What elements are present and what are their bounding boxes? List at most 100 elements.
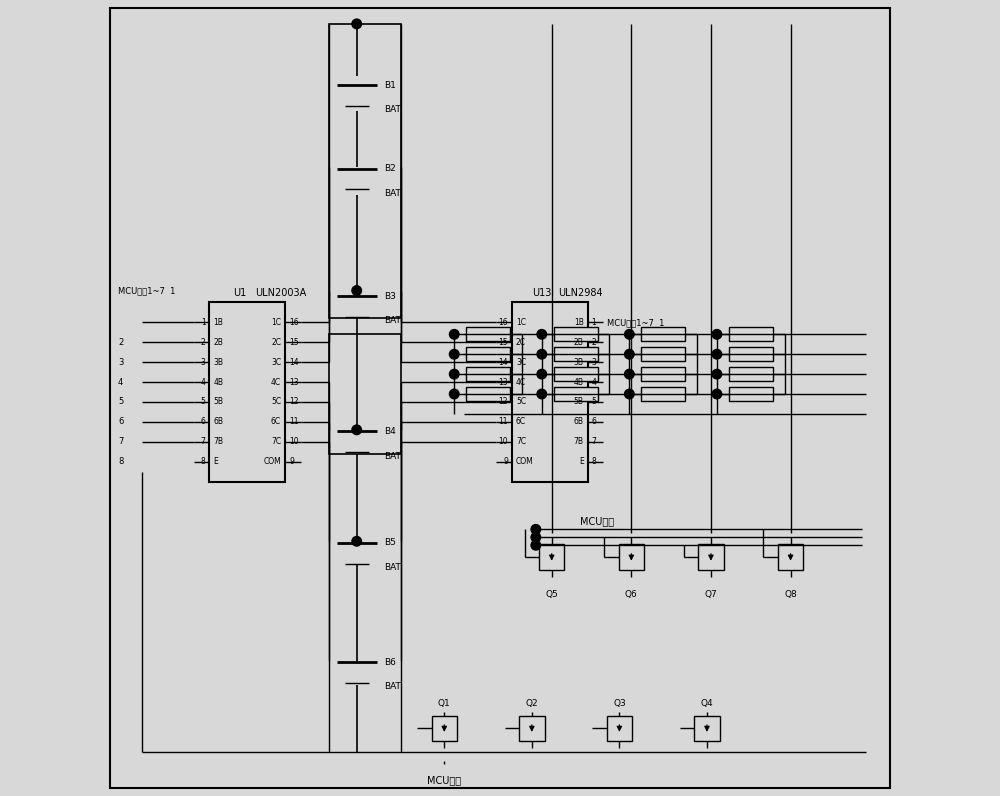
Text: B6: B6 xyxy=(385,657,396,667)
Text: 5: 5 xyxy=(118,397,123,407)
Circle shape xyxy=(531,533,541,542)
Text: Q2: Q2 xyxy=(526,699,538,708)
Text: 2: 2 xyxy=(592,338,596,347)
Text: 7B: 7B xyxy=(213,437,223,447)
Text: 4: 4 xyxy=(592,377,596,387)
Bar xyxy=(432,716,457,741)
Bar xyxy=(554,367,598,381)
Text: 13: 13 xyxy=(498,377,508,387)
Text: BAT: BAT xyxy=(385,105,401,115)
Text: Q8: Q8 xyxy=(784,590,797,599)
Text: 15: 15 xyxy=(498,338,508,347)
Text: 3: 3 xyxy=(592,357,596,367)
Circle shape xyxy=(352,425,361,435)
Text: COM: COM xyxy=(263,457,281,466)
Text: 12: 12 xyxy=(289,397,299,407)
Text: 1: 1 xyxy=(592,318,596,327)
Text: 5C: 5C xyxy=(516,397,526,407)
Text: 6: 6 xyxy=(201,417,205,427)
Text: 2B: 2B xyxy=(213,338,223,347)
Text: 14: 14 xyxy=(289,357,299,367)
Bar xyxy=(698,544,724,570)
Circle shape xyxy=(531,525,541,534)
Text: MCU控制1~7  1: MCU控制1~7 1 xyxy=(607,318,665,327)
Bar xyxy=(466,367,510,381)
Text: Q7: Q7 xyxy=(705,590,717,599)
Text: 1C: 1C xyxy=(516,318,526,327)
Text: 5: 5 xyxy=(592,397,596,407)
Bar xyxy=(466,347,510,361)
Bar xyxy=(209,302,285,482)
Circle shape xyxy=(449,330,459,339)
Text: 1: 1 xyxy=(201,318,205,327)
Text: 7: 7 xyxy=(201,437,205,447)
Text: B5: B5 xyxy=(385,538,396,548)
Text: B2: B2 xyxy=(385,164,396,174)
Text: 8: 8 xyxy=(201,457,205,466)
Bar xyxy=(554,347,598,361)
Text: 14: 14 xyxy=(498,357,508,367)
Text: 12: 12 xyxy=(498,397,508,407)
Text: U1: U1 xyxy=(233,288,246,298)
Text: MCU控制: MCU控制 xyxy=(427,775,461,785)
Text: Q5: Q5 xyxy=(545,590,558,599)
Text: 9: 9 xyxy=(503,457,508,466)
Text: 4: 4 xyxy=(201,377,205,387)
Text: 3B: 3B xyxy=(574,357,584,367)
Text: 4C: 4C xyxy=(271,377,281,387)
Bar xyxy=(729,367,773,381)
Text: 16: 16 xyxy=(498,318,508,327)
Circle shape xyxy=(352,19,361,29)
Bar xyxy=(729,327,773,341)
Text: 3C: 3C xyxy=(516,357,526,367)
Text: 3: 3 xyxy=(201,357,205,367)
Text: 8: 8 xyxy=(118,457,123,466)
Text: BAT: BAT xyxy=(385,316,401,326)
Text: COM: COM xyxy=(516,457,534,466)
Text: Q4: Q4 xyxy=(701,699,713,708)
Circle shape xyxy=(537,389,547,399)
Bar xyxy=(729,347,773,361)
Text: 7: 7 xyxy=(118,437,123,447)
Text: 6: 6 xyxy=(592,417,596,427)
Text: 5B: 5B xyxy=(574,397,584,407)
Text: 8: 8 xyxy=(592,457,596,466)
Text: 7B: 7B xyxy=(574,437,584,447)
Text: 9: 9 xyxy=(289,457,294,466)
Circle shape xyxy=(625,389,634,399)
Bar xyxy=(539,544,564,570)
Text: 4B: 4B xyxy=(574,377,584,387)
Bar xyxy=(512,302,588,482)
Circle shape xyxy=(712,389,722,399)
Bar xyxy=(329,334,400,454)
Bar xyxy=(607,716,632,741)
Text: 15: 15 xyxy=(289,338,299,347)
Text: 4C: 4C xyxy=(516,377,526,387)
Text: BAT: BAT xyxy=(385,451,401,461)
Text: 3C: 3C xyxy=(271,357,281,367)
Text: 2: 2 xyxy=(201,338,205,347)
Text: 6C: 6C xyxy=(516,417,526,427)
Circle shape xyxy=(449,369,459,379)
Text: 4: 4 xyxy=(118,377,123,387)
Text: 5B: 5B xyxy=(213,397,223,407)
Text: 1C: 1C xyxy=(271,318,281,327)
Bar xyxy=(729,387,773,401)
Circle shape xyxy=(712,349,722,359)
Text: 5: 5 xyxy=(201,397,205,407)
Text: ULN2003A: ULN2003A xyxy=(255,288,306,298)
Text: 6B: 6B xyxy=(213,417,223,427)
Text: 3B: 3B xyxy=(213,357,223,367)
Circle shape xyxy=(537,330,547,339)
Circle shape xyxy=(352,537,361,546)
Text: 5C: 5C xyxy=(271,397,281,407)
Text: 3: 3 xyxy=(118,357,123,367)
Text: Q3: Q3 xyxy=(613,699,626,708)
Circle shape xyxy=(712,330,722,339)
Bar xyxy=(466,327,510,341)
Circle shape xyxy=(625,349,634,359)
Text: E: E xyxy=(213,457,218,466)
Bar xyxy=(641,327,685,341)
Text: MCU控制1~7  1: MCU控制1~7 1 xyxy=(118,286,175,295)
Text: U13: U13 xyxy=(532,288,551,298)
